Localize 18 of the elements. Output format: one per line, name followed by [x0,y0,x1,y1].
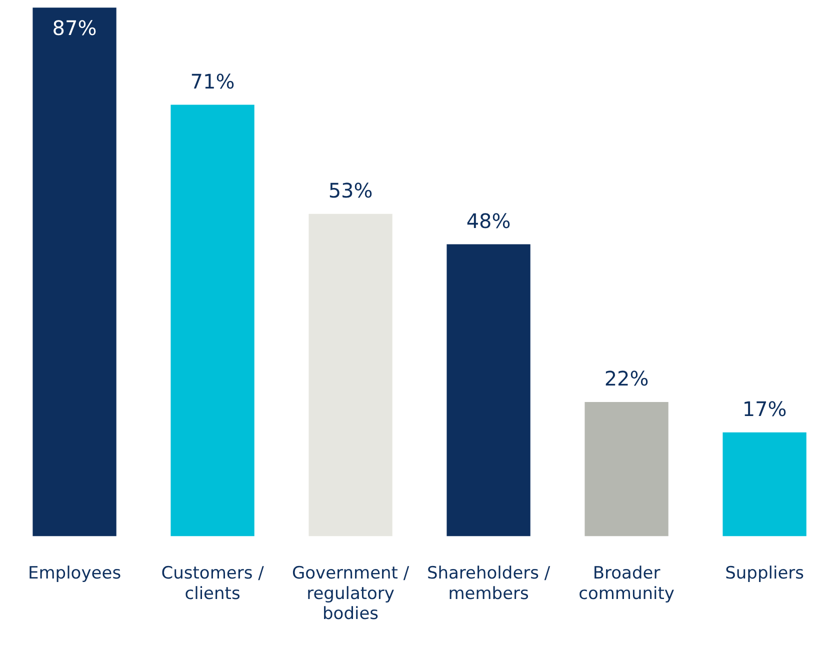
x-tick-label: Shareholders / members [426,563,550,604]
bar [308,214,392,536]
bar [722,432,806,536]
bar [584,402,668,536]
data-label: 71% [190,69,235,94]
data-label: 53% [328,178,373,202]
data-label: 17% [742,396,787,421]
data-label: 87% [52,16,97,40]
bar [170,104,254,536]
bar [32,8,116,536]
data-label: 22% [604,366,649,391]
x-tick-label: Customers / clients [161,563,264,604]
x-tick-label: Government / regulatory bodies [292,563,410,624]
x-tick-label: Suppliers [725,563,804,584]
data-label: 48% [466,208,511,233]
x-tick-label: Broader community [578,563,674,604]
x-tick-label: Employees [28,563,122,584]
bar [446,244,530,536]
